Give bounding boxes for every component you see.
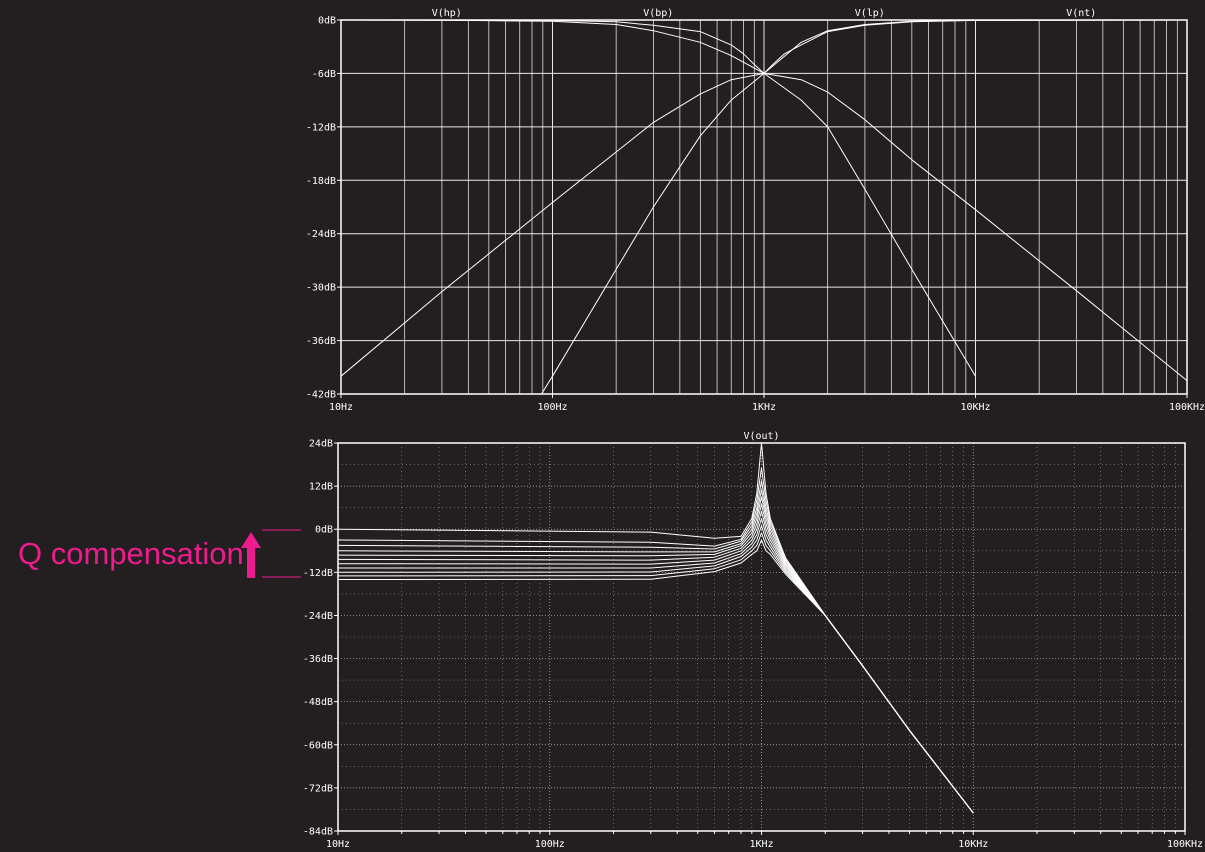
- series-line-1: [540, 20, 976, 394]
- y-tick-label: -84dB: [303, 827, 333, 838]
- legend-label: V(bp): [643, 8, 673, 19]
- y-tick-label: -24dB: [306, 229, 336, 240]
- series-line-8: [338, 517, 974, 814]
- series-line-2: [341, 72, 1187, 381]
- y-tick-label: -42dB: [306, 390, 336, 401]
- legend-label: V(out): [743, 431, 779, 442]
- top-filter-response-chart: 0dB -6dB -12dB -18dB -24dB -30dB -36dB -42dB10H…: [306, 8, 1205, 413]
- y-tick-label: 12dB: [309, 482, 333, 493]
- series-line-4: [338, 489, 974, 814]
- plot-frame: [340, 19, 1188, 395]
- up-arrow-icon: [241, 532, 261, 578]
- y-tick-label: -60dB: [303, 740, 333, 751]
- y-tick-label: -12dB: [303, 568, 333, 579]
- series-line-7: [338, 510, 974, 814]
- y-tick-label: -6dB: [312, 69, 336, 80]
- series-line-2: [338, 467, 974, 814]
- x-tick-label: 10Hz: [329, 402, 353, 413]
- y-tick-label: -18dB: [306, 176, 336, 187]
- x-tick-label: 100Hz: [537, 402, 567, 413]
- series-line-9: [338, 525, 974, 814]
- y-tick-label: -12dB: [306, 122, 336, 133]
- y-tick-label: -24dB: [303, 611, 333, 622]
- x-tick-label: 100KHz: [1169, 402, 1205, 413]
- plot-frame: [337, 442, 1186, 832]
- bottom-output-response-chart: 24dB 12dB 0dB -12dB -24dB -36dB -48dB -60dB -72d…: [303, 431, 1203, 850]
- y-tick-label: -48dB: [303, 697, 333, 708]
- series-line-1: [338, 443, 974, 814]
- y-tick-label: 0dB: [318, 16, 336, 27]
- y-tick-label: -30dB: [306, 283, 336, 294]
- series-line-11: [338, 539, 974, 814]
- series-line-5: [338, 496, 974, 814]
- legend-label: V(nt): [1066, 8, 1096, 19]
- y-tick-label: -72dB: [303, 783, 333, 794]
- x-tick-label: 10KHz: [958, 839, 988, 850]
- x-tick-label: 10KHz: [960, 402, 990, 413]
- x-tick-label: 1KHz: [752, 402, 776, 413]
- y-tick-label: 0dB: [315, 525, 333, 536]
- series-line-4: [341, 20, 1187, 74]
- series-line-3: [341, 20, 976, 377]
- y-tick-label: 24dB: [309, 439, 333, 450]
- y-tick-label: -36dB: [306, 336, 336, 347]
- x-tick-label: 100KHz: [1167, 839, 1203, 850]
- y-tick-label: -36dB: [303, 654, 333, 665]
- x-tick-label: 1KHz: [749, 839, 773, 850]
- series-line-10: [338, 532, 974, 814]
- x-tick-label: 10Hz: [326, 839, 350, 850]
- q-compensation-label: Q compensation: [18, 536, 244, 571]
- legend-label: V(hp): [432, 8, 462, 19]
- q-compensation-bracket: [262, 529, 301, 578]
- x-tick-label: 100Hz: [535, 839, 565, 850]
- legend-label: V(lp): [855, 8, 885, 19]
